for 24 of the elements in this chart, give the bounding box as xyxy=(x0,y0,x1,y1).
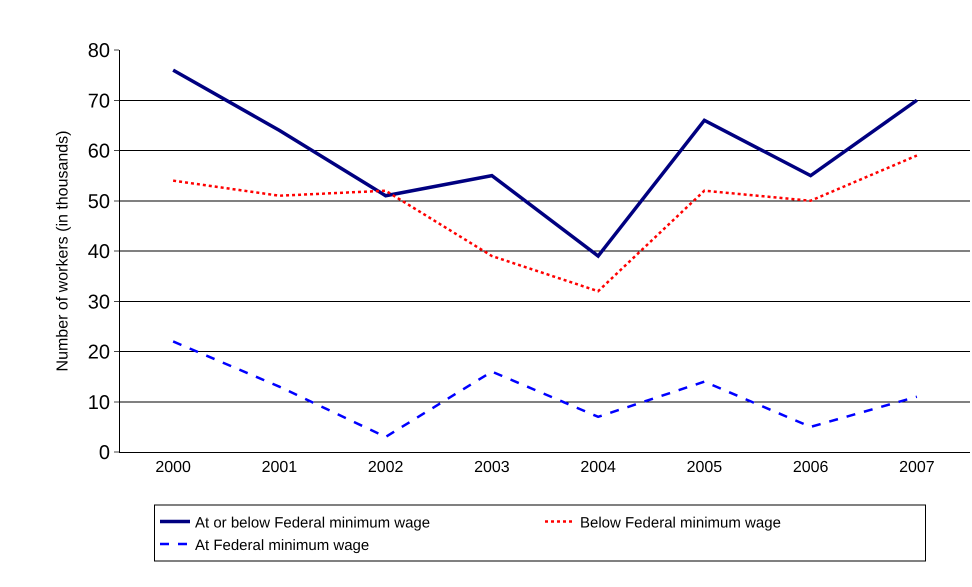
legend-label: At or below Federal minimum wage xyxy=(195,514,430,532)
y-tick-label: 10 xyxy=(88,392,110,414)
y-axis-title: Number of workers (in thousands) xyxy=(54,130,72,372)
x-tick-label: 2007 xyxy=(899,459,935,476)
x-tick-label: 2003 xyxy=(474,459,510,476)
x-tick-label: 2006 xyxy=(792,459,829,476)
y-tick-label: 20 xyxy=(88,342,110,364)
legend-label: Below Federal minimum wage xyxy=(580,514,781,532)
y-tick-label: 40 xyxy=(88,241,110,263)
x-tick-label: 2000 xyxy=(155,459,192,476)
y-tick-label: 0 xyxy=(98,442,110,464)
y-tick-label: 50 xyxy=(88,190,110,213)
x-tick-label: 2005 xyxy=(686,459,722,476)
y-tick-label: 70 xyxy=(88,90,110,112)
y-tick-label: 80 xyxy=(88,40,110,62)
x-tick-label: 2002 xyxy=(368,459,404,476)
y-tick-label: 30 xyxy=(88,291,110,314)
line-series xyxy=(172,154,918,292)
legend-label: At Federal minimum wage xyxy=(195,536,370,554)
x-tick-label: 2004 xyxy=(580,459,616,476)
line-series xyxy=(171,68,919,258)
line-series xyxy=(172,340,918,438)
x-tick-label: 2001 xyxy=(262,459,298,476)
y-tick-label: 60 xyxy=(88,140,110,162)
